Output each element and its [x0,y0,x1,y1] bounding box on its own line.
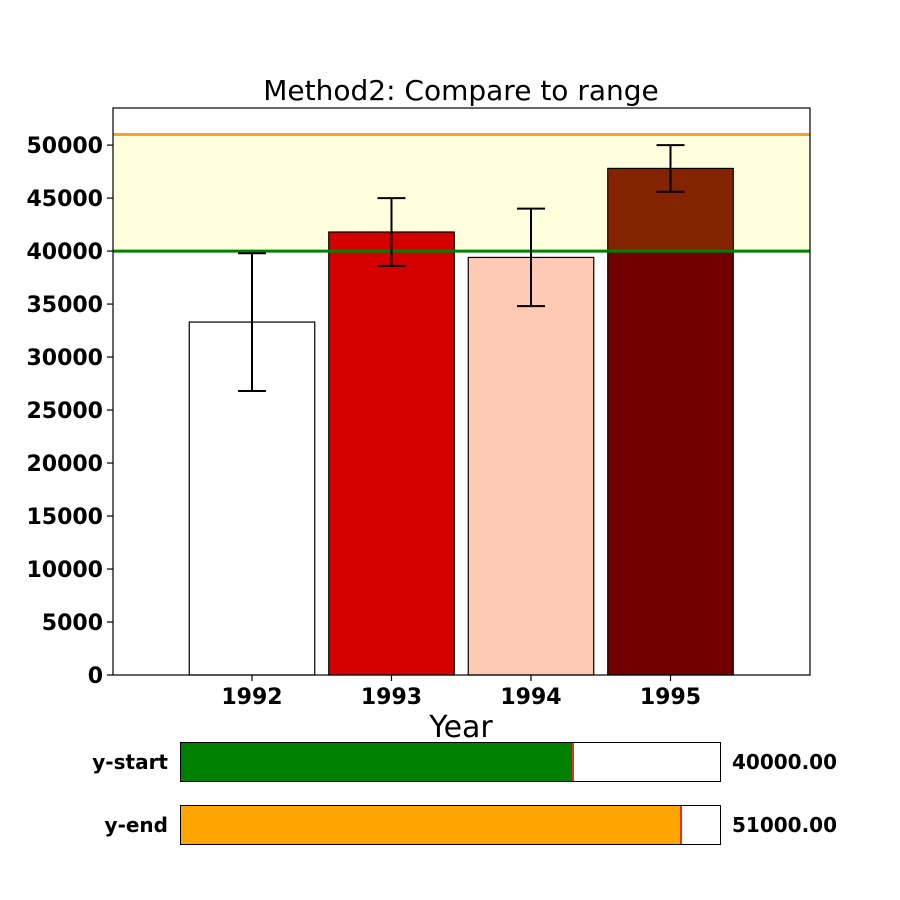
x-tick-label: 1992 [221,685,282,710]
y-start-slider[interactable] [180,742,721,782]
y-tick-label: 20000 [26,452,103,477]
y-tick-label: 45000 [26,187,103,212]
y-tick-label: 5000 [42,611,103,636]
y-end-value: 51000.00 [732,813,838,837]
plot-area: 0 5000 10000 15000 20000 25000 30000 35000 40000… [26,107,811,710]
y-tick-label: 35000 [26,293,103,318]
bar-1993 [328,231,455,676]
bar-chart: Method2: Compare to range 0 5000 10000 1500… [26,74,811,740]
y-tick-label: 50000 [26,134,103,159]
y-end-slider-row: y-end 51000.00 [0,805,900,845]
y-start-label: y-start [92,750,168,774]
y-start-slider-row: y-start 40000.00 [0,742,900,782]
y-end-label: y-end [104,813,168,837]
y-start-value: 40000.00 [732,750,838,774]
bar-1994 [467,256,595,676]
y-end-slider-fill [181,806,681,844]
y-end-slider-handle[interactable] [679,806,682,844]
y-tick-label: 15000 [26,505,103,530]
y-start-slider-fill [181,743,573,781]
y-tick-label: 40000 [26,240,103,265]
y-tick-label: 0 [88,664,103,689]
x-tick-label: 1994 [500,685,561,710]
x-axis-label: Year [428,710,493,740]
y-tick-label: 25000 [26,399,103,424]
x-tick-label: 1993 [361,685,422,710]
plot-frame [112,107,811,676]
chart-title: Method2: Compare to range [263,74,659,107]
y-end-slider[interactable] [180,805,721,845]
y-start-slider-handle[interactable] [572,743,574,781]
y-tick-label: 10000 [26,558,103,583]
x-tick-label: 1995 [640,685,701,710]
y-tick-label: 30000 [26,346,103,371]
